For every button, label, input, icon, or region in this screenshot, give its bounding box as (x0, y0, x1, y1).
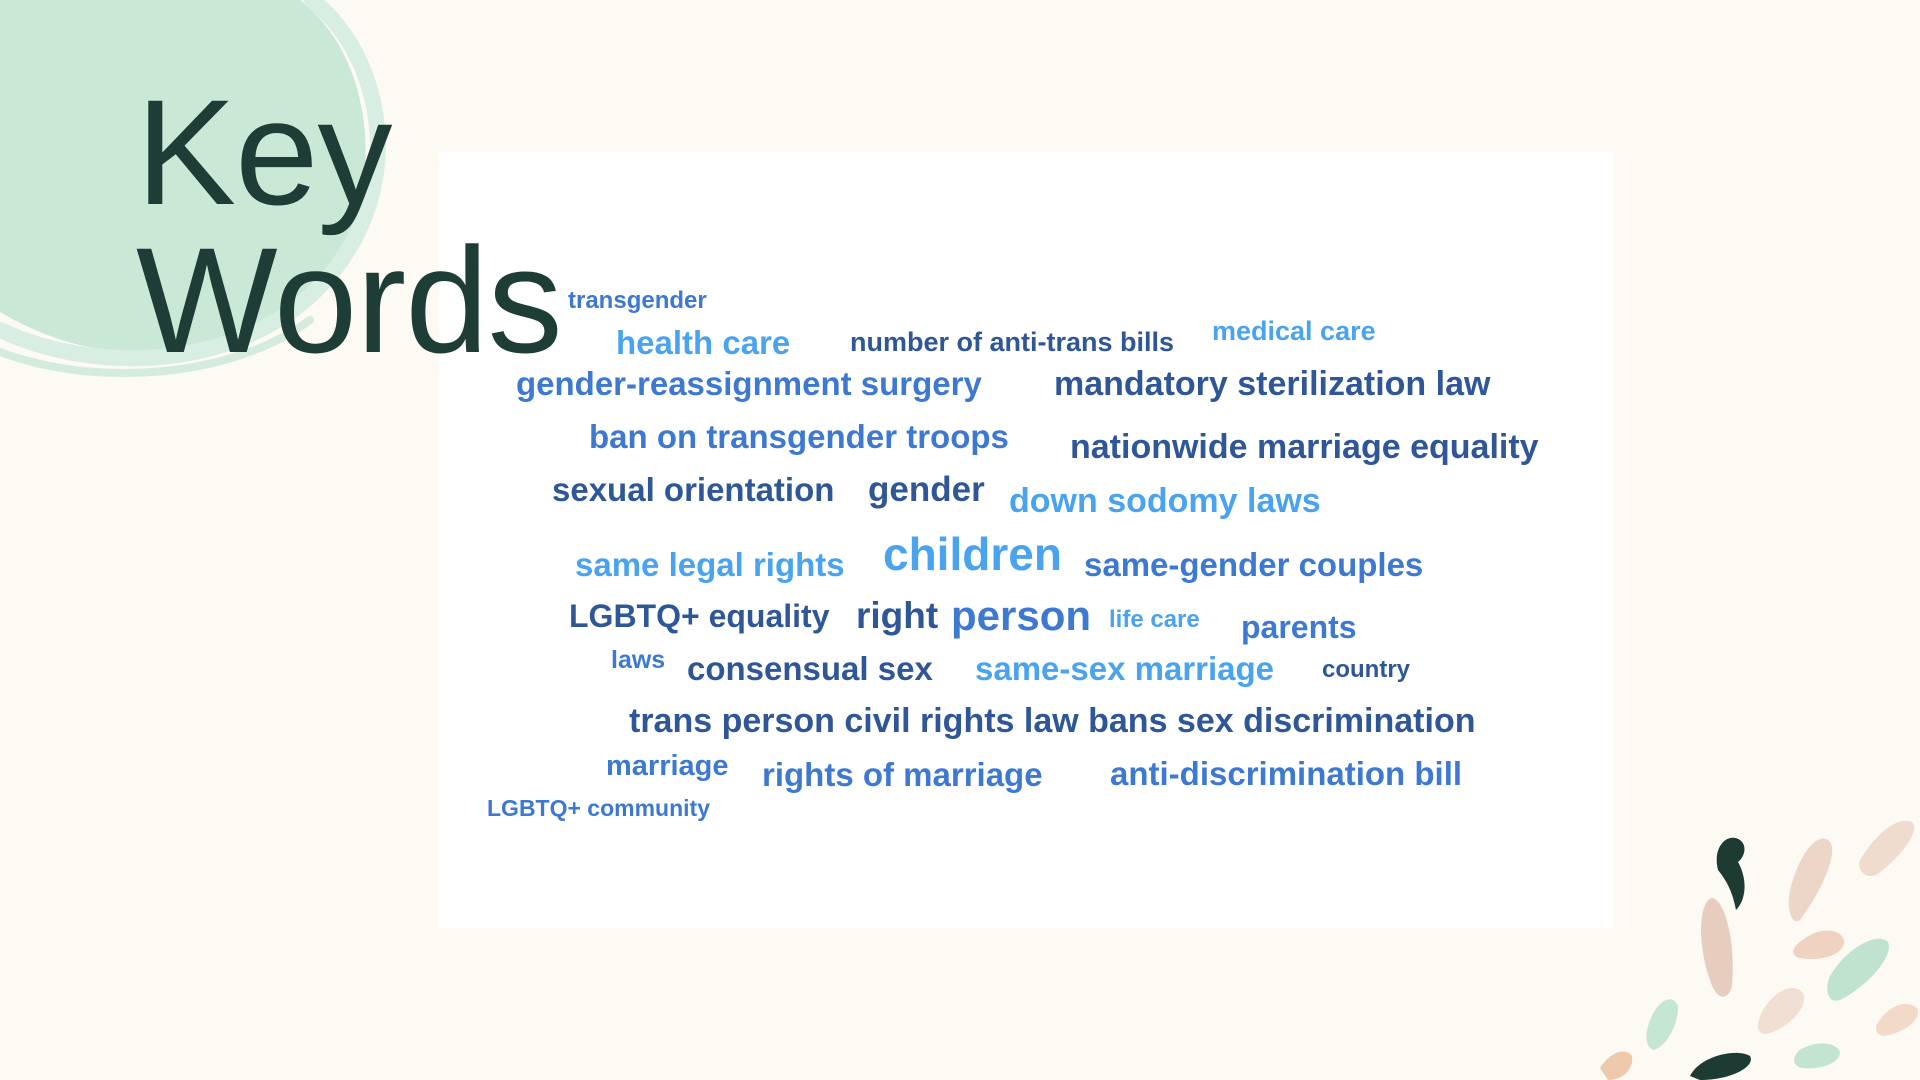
word-cloud-term: LGBTQ+ community (487, 795, 710, 821)
word-cloud-term: health care (616, 324, 791, 361)
word-cloud-term: sexual orientation (552, 471, 835, 508)
word-cloud-term: same-sex marriage (975, 650, 1275, 687)
word-cloud-term: ban on transgender troops (589, 418, 1009, 455)
word-cloud-term: country (1322, 656, 1411, 683)
word-cloud-term: rights of marriage (762, 756, 1043, 793)
word-cloud-term: person (951, 592, 1092, 639)
word-cloud-term: children (883, 528, 1062, 580)
word-cloud-term: right (856, 595, 939, 636)
word-cloud-term: marriage (606, 750, 729, 782)
word-cloud-term: parents (1241, 609, 1357, 645)
word-cloud-term: number of anti-trans bills (850, 327, 1175, 357)
word-cloud-term: gender-reassignment surgery (516, 365, 982, 402)
word-cloud-term: trans person civil rights law bans sex d… (629, 702, 1476, 740)
word-cloud-term: same legal rights (575, 546, 845, 583)
word-cloud-term: nationwide marriage equality (1070, 428, 1539, 466)
slide-title-line-2: Words (136, 216, 563, 384)
word-cloud-term: down sodomy laws (1009, 482, 1321, 520)
word-cloud-term: gender (868, 470, 985, 509)
word-cloud-term: transgender (568, 287, 707, 314)
word-cloud-term: same-gender couples (1084, 546, 1424, 583)
slide-title-line-1: Key (136, 68, 392, 236)
word-cloud-panel (439, 152, 1613, 928)
word-cloud-term: life care (1109, 606, 1200, 633)
word-cloud-term: laws (611, 646, 666, 674)
word-cloud-term: anti-discrimination bill (1110, 755, 1463, 792)
word-cloud-term: LGBTQ+ equality (569, 598, 830, 634)
word-cloud-term: mandatory sterilization law (1054, 365, 1491, 403)
slide-title: Key Words (136, 68, 563, 384)
word-cloud-term: medical care (1212, 316, 1376, 346)
word-cloud-term: consensual sex (687, 650, 933, 687)
